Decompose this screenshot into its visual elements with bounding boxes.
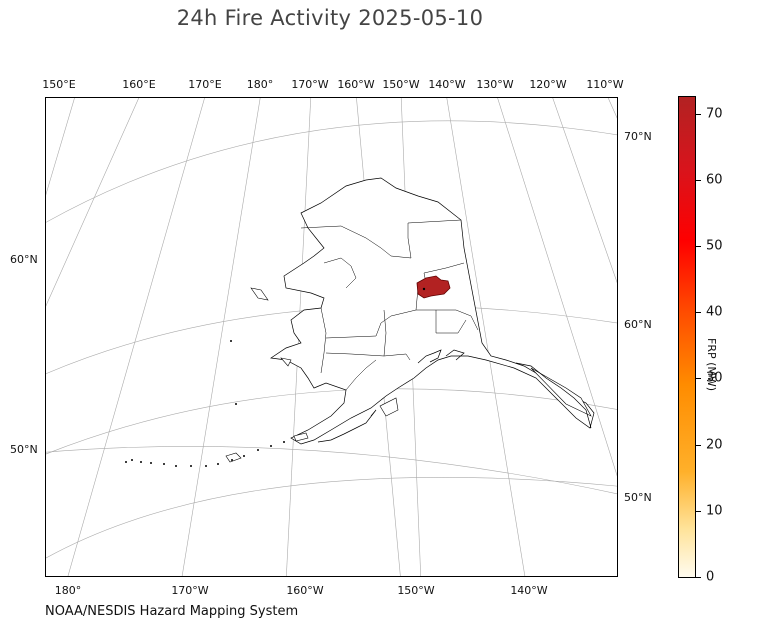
bottom-lon-label: 170°W [171,584,209,597]
colorbar-tick-mark [696,245,701,247]
zone-border [435,310,467,334]
top-lon-label: 180° [246,78,274,91]
colorbar-tick-label: 70 [706,106,723,122]
bottom-lon-label: 160°W [286,584,324,597]
island [280,357,292,367]
alaska-landmass [270,177,595,445]
lat-line-45 [46,477,617,559]
colorbar-tick-mark [696,444,701,446]
left-lat-label: 60°N [10,253,38,266]
zone-boundaries [300,219,479,391]
aleutian-island [205,465,207,467]
colorbar-title: FRP (MW) [705,338,718,392]
fire-hotspot[interactable] [422,287,426,291]
meridian [181,98,261,576]
coast [417,349,442,364]
fire-zone[interactable] [416,275,451,299]
meridian [552,98,617,284]
island [379,397,399,417]
aleutian-island [270,445,272,447]
meridian [46,98,75,196]
top-lon-label: 150°E [42,78,76,91]
islands [225,287,592,463]
zone-border [300,219,462,259]
zone-border [345,359,377,391]
aleutian-island [150,462,152,464]
aleutian-island [140,461,142,463]
top-lon-label: 170°W [291,78,329,91]
meridian [607,98,617,119]
aleutian-island [190,465,192,467]
coast [317,409,377,443]
aleutian-island [175,465,177,467]
lat-line-70 [46,120,617,223]
colorbar-tick-label: 30 [706,370,723,386]
colorbar-tick-label: 20 [706,437,723,453]
top-lon-label: 170°E [188,78,222,91]
top-lon-label: 130°W [476,78,514,91]
meridian [67,98,205,576]
coastline-detail [317,349,592,443]
lat-line-55 [46,388,617,455]
colorbar-tick-mark [696,378,701,380]
aleutian-island [231,459,233,461]
aleutian-island [230,340,232,342]
right-lat-label: 50°N [624,491,652,504]
aleutian-island [217,463,219,465]
zone-border [325,352,411,361]
coast [445,349,465,361]
colorbar-tick-mark [696,577,701,578]
bottom-lon-label: 140°W [510,584,548,597]
zone-border [323,257,357,289]
top-lon-label: 120°W [529,78,567,91]
colorbar-tick-label: 0 [706,569,715,585]
meridian [46,98,140,307]
bottom-lon-label: 180° [54,584,82,597]
aleutian-island [243,455,245,457]
aleutian-island [283,441,285,443]
zone-border [325,309,436,339]
zone-border [320,307,327,374]
island [250,287,269,301]
aleutian-island [257,449,259,451]
colorbar [678,96,696,578]
aleutian-island [235,403,237,405]
colorbar-tick-label: 10 [706,503,723,519]
meridian [446,98,526,576]
meridian [497,98,617,477]
alaska-mainland [270,177,595,445]
map-title: 24h Fire Activity 2025-05-10 [176,6,484,30]
aleutian-islands [125,340,285,467]
source-credit: NOAA/NESDIS Hazard Mapping System [45,604,299,619]
aleutian-island [131,459,133,461]
top-lon-label: 160°E [122,78,156,91]
aleutian-island [163,463,165,465]
map-canvas [46,98,617,576]
right-lat-label: 60°N [624,318,652,331]
island [225,452,242,463]
colorbar-tick-label: 40 [706,304,723,320]
map-frame[interactable] [45,97,618,577]
coast [515,362,592,429]
lat-line-50 [46,446,617,495]
right-lat-label: 70°N [624,130,652,143]
bottom-lon-label: 150°W [397,584,435,597]
top-lon-label: 150°W [382,78,420,91]
left-lat-label: 50°N [10,443,38,456]
zone-border [383,309,387,357]
island [530,367,592,417]
colorbar-tick-label: 50 [706,238,723,254]
island [293,432,309,442]
aleutian-island [125,461,127,463]
top-lon-label: 160°W [337,78,375,91]
colorbar-tick-mark [696,510,701,512]
zone-border [436,309,479,331]
top-lon-label: 140°W [428,78,466,91]
colorbar-tick-mark [696,179,701,181]
colorbar-tick-mark [696,113,701,115]
colorbar-tick-mark [696,312,701,314]
colorbar-tick-label: 60 [706,172,723,188]
top-lon-label: 110°W [586,78,624,91]
